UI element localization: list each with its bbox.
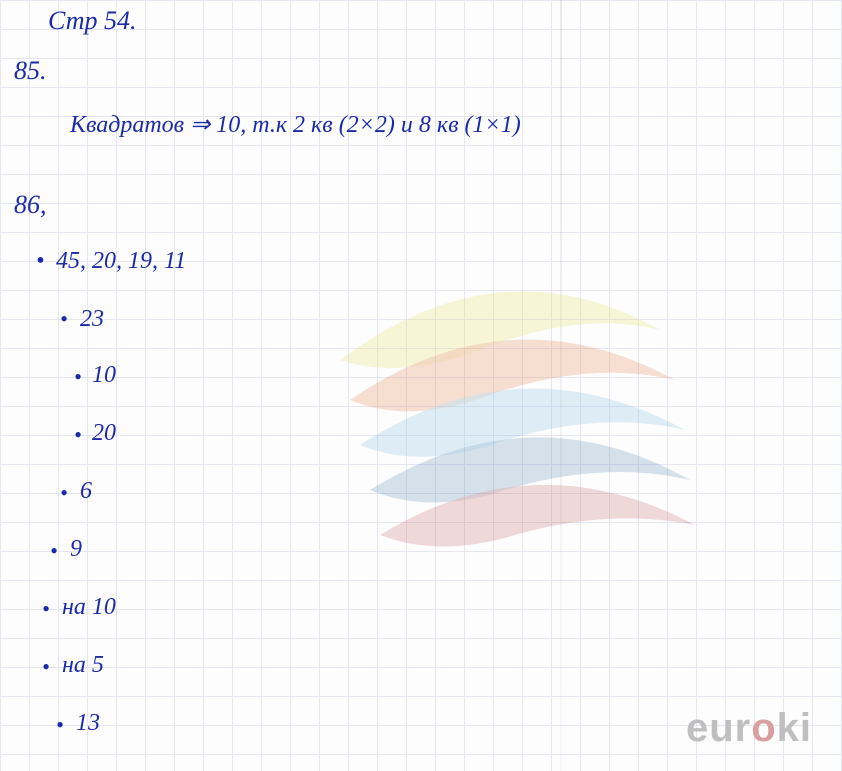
list-item: 10 (92, 362, 116, 389)
exercise-number-85: 85. (14, 56, 47, 86)
list-bullet: • (74, 364, 82, 390)
exercise-number-86: 86, (14, 190, 47, 220)
list-bullet: • (56, 712, 64, 738)
list-item: на 5 (62, 652, 104, 679)
list-item: 23 (80, 306, 104, 333)
watermark-part3: ki (777, 706, 812, 750)
watermark-part2: o (751, 706, 776, 750)
list-bullet: • (60, 480, 68, 506)
watermark-part1: eur (686, 706, 751, 750)
list-item: 13 (76, 710, 100, 737)
list-item: 6 (80, 478, 92, 505)
list-bullet: • (74, 422, 82, 448)
list-bullet: • (50, 538, 58, 564)
paper-fold (560, 0, 562, 771)
exercise-85-text: Квадратов ⇒ 10, т.к 2 кв (2×2) и 8 кв (1… (70, 110, 521, 139)
list-item: 20 (92, 420, 116, 447)
list-item: 9 (70, 536, 82, 563)
list-bullet: • (60, 306, 68, 332)
watermark-text: euroki (686, 706, 812, 751)
list-bullet: • (36, 248, 44, 275)
list-item: на 10 (62, 594, 116, 621)
list-bullet: • (42, 596, 50, 622)
list-bullet: • (42, 654, 50, 680)
list-item: 45, 20, 19, 11 (56, 248, 186, 275)
page-reference: Стр 54. (48, 6, 137, 36)
